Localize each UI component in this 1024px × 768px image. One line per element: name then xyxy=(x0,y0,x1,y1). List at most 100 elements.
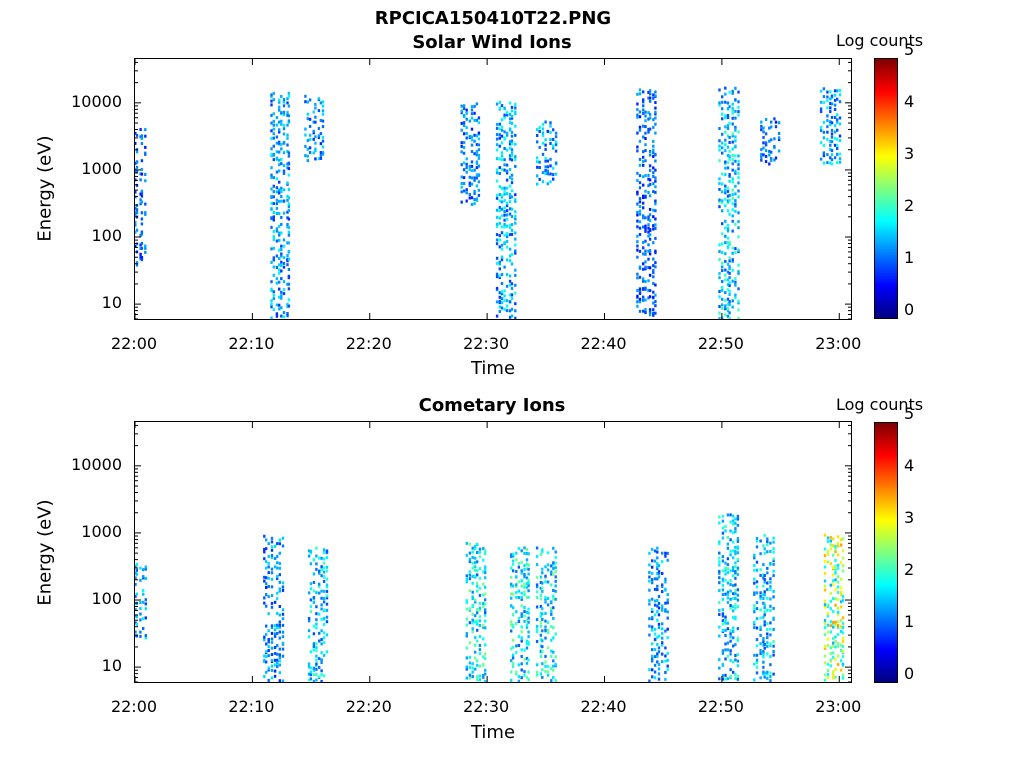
heatmap-cell xyxy=(460,163,463,167)
heatmap-cell xyxy=(657,606,661,610)
heatmap-cell xyxy=(523,585,526,589)
heatmap-cell xyxy=(282,164,286,168)
heatmap-cell xyxy=(718,272,721,275)
heatmap-cell xyxy=(762,643,765,647)
heatmap-cell xyxy=(476,543,479,546)
heatmap-cell xyxy=(734,86,737,90)
heatmap-cell xyxy=(265,593,268,597)
heatmap-cell xyxy=(762,597,765,600)
heatmap-cell xyxy=(718,515,721,519)
heatmap-cell xyxy=(651,609,654,613)
heatmap-cell xyxy=(826,614,830,618)
heatmap-cell xyxy=(473,139,476,143)
heatmap-cell xyxy=(729,589,732,593)
heatmap-cell xyxy=(500,225,504,229)
heatmap-cell xyxy=(511,638,515,642)
heatmap-cell xyxy=(654,217,657,221)
heatmap-cell xyxy=(286,136,289,140)
heatmap-cell xyxy=(834,658,837,661)
heatmap-cell xyxy=(826,630,830,634)
heatmap-cell xyxy=(144,250,147,254)
heatmap-cell xyxy=(552,173,555,177)
heatmap-cell xyxy=(822,136,826,140)
heatmap-cell xyxy=(732,636,735,640)
heatmap-cell xyxy=(647,111,650,115)
heatmap-cell xyxy=(766,676,769,680)
heatmap-cell xyxy=(139,128,142,131)
heatmap-cell xyxy=(465,132,468,135)
heatmap-cell xyxy=(307,554,311,558)
heatmap-cell xyxy=(280,294,283,298)
heatmap-cell xyxy=(278,98,281,102)
heatmap-cell xyxy=(638,233,642,236)
heatmap-cell xyxy=(135,170,139,173)
heatmap-cell xyxy=(729,659,732,662)
heatmap-cell xyxy=(644,125,647,129)
heatmap-cell xyxy=(282,169,286,173)
heatmap-cell xyxy=(550,609,553,613)
heatmap-cell xyxy=(554,589,557,593)
heatmap-cell xyxy=(539,586,543,590)
heatmap-cell xyxy=(726,654,730,658)
heatmap-cell xyxy=(272,132,275,136)
heatmap-cell xyxy=(726,241,730,244)
heatmap-cell xyxy=(642,150,645,154)
heatmap-cell xyxy=(552,676,555,679)
heatmap-cell xyxy=(539,575,543,579)
heatmap-cell xyxy=(312,624,316,628)
heatmap-cell xyxy=(503,241,506,245)
heatmap-cell xyxy=(554,135,558,139)
cometary-heatmap xyxy=(135,422,851,682)
heatmap-cell xyxy=(755,658,759,662)
heatmap-cell xyxy=(718,88,721,92)
heatmap-cell xyxy=(484,643,487,647)
heatmap-cell xyxy=(142,600,145,604)
heatmap-cell xyxy=(471,561,474,565)
heatmap-cell xyxy=(478,615,482,619)
heatmap-cell xyxy=(736,588,740,592)
heatmap-cell xyxy=(654,176,657,180)
heatmap-cell xyxy=(552,566,555,570)
heatmap-cell xyxy=(495,272,499,276)
heatmap-cell xyxy=(653,670,657,674)
heatmap-cell xyxy=(544,600,547,604)
heatmap-cell xyxy=(287,304,291,308)
heatmap-cell xyxy=(766,632,769,636)
heatmap-cell xyxy=(541,550,544,554)
heatmap-cell xyxy=(642,194,645,198)
heatmap-cell xyxy=(505,204,509,208)
heatmap-cell xyxy=(272,190,275,194)
heatmap-cell xyxy=(657,570,661,574)
heatmap-cell xyxy=(468,119,471,123)
heatmap-cell xyxy=(473,168,476,172)
heatmap-cell xyxy=(286,194,289,198)
heatmap-cell xyxy=(286,113,289,117)
heatmap-cell xyxy=(312,673,316,677)
heatmap-cell xyxy=(657,646,661,650)
heatmap-cell xyxy=(755,568,759,572)
heatmap-cell xyxy=(642,90,645,94)
heatmap-cell xyxy=(135,160,139,164)
heatmap-cell xyxy=(314,115,317,119)
heatmap-cell xyxy=(728,212,731,216)
heatmap-cell xyxy=(471,666,474,670)
heatmap-cell xyxy=(539,597,543,601)
heatmap-cell xyxy=(312,601,316,604)
heatmap-cell xyxy=(498,122,501,126)
heatmap-cell xyxy=(465,574,468,578)
heatmap-cell xyxy=(734,592,737,596)
heatmap-cell xyxy=(836,585,840,589)
heatmap-cell xyxy=(718,295,721,299)
heatmap-cell xyxy=(270,545,274,549)
heatmap-cell xyxy=(514,268,517,272)
heatmap-cell xyxy=(272,202,275,206)
heatmap-cell xyxy=(656,577,659,581)
heatmap-cell xyxy=(318,665,321,669)
heatmap-cell xyxy=(495,215,499,219)
heatmap-cell xyxy=(468,557,472,561)
heatmap-cell xyxy=(282,211,286,215)
heatmap-cell xyxy=(636,213,639,217)
heatmap-cell xyxy=(734,527,737,531)
heatmap-cell xyxy=(484,549,487,553)
heatmap-cell xyxy=(737,235,740,239)
